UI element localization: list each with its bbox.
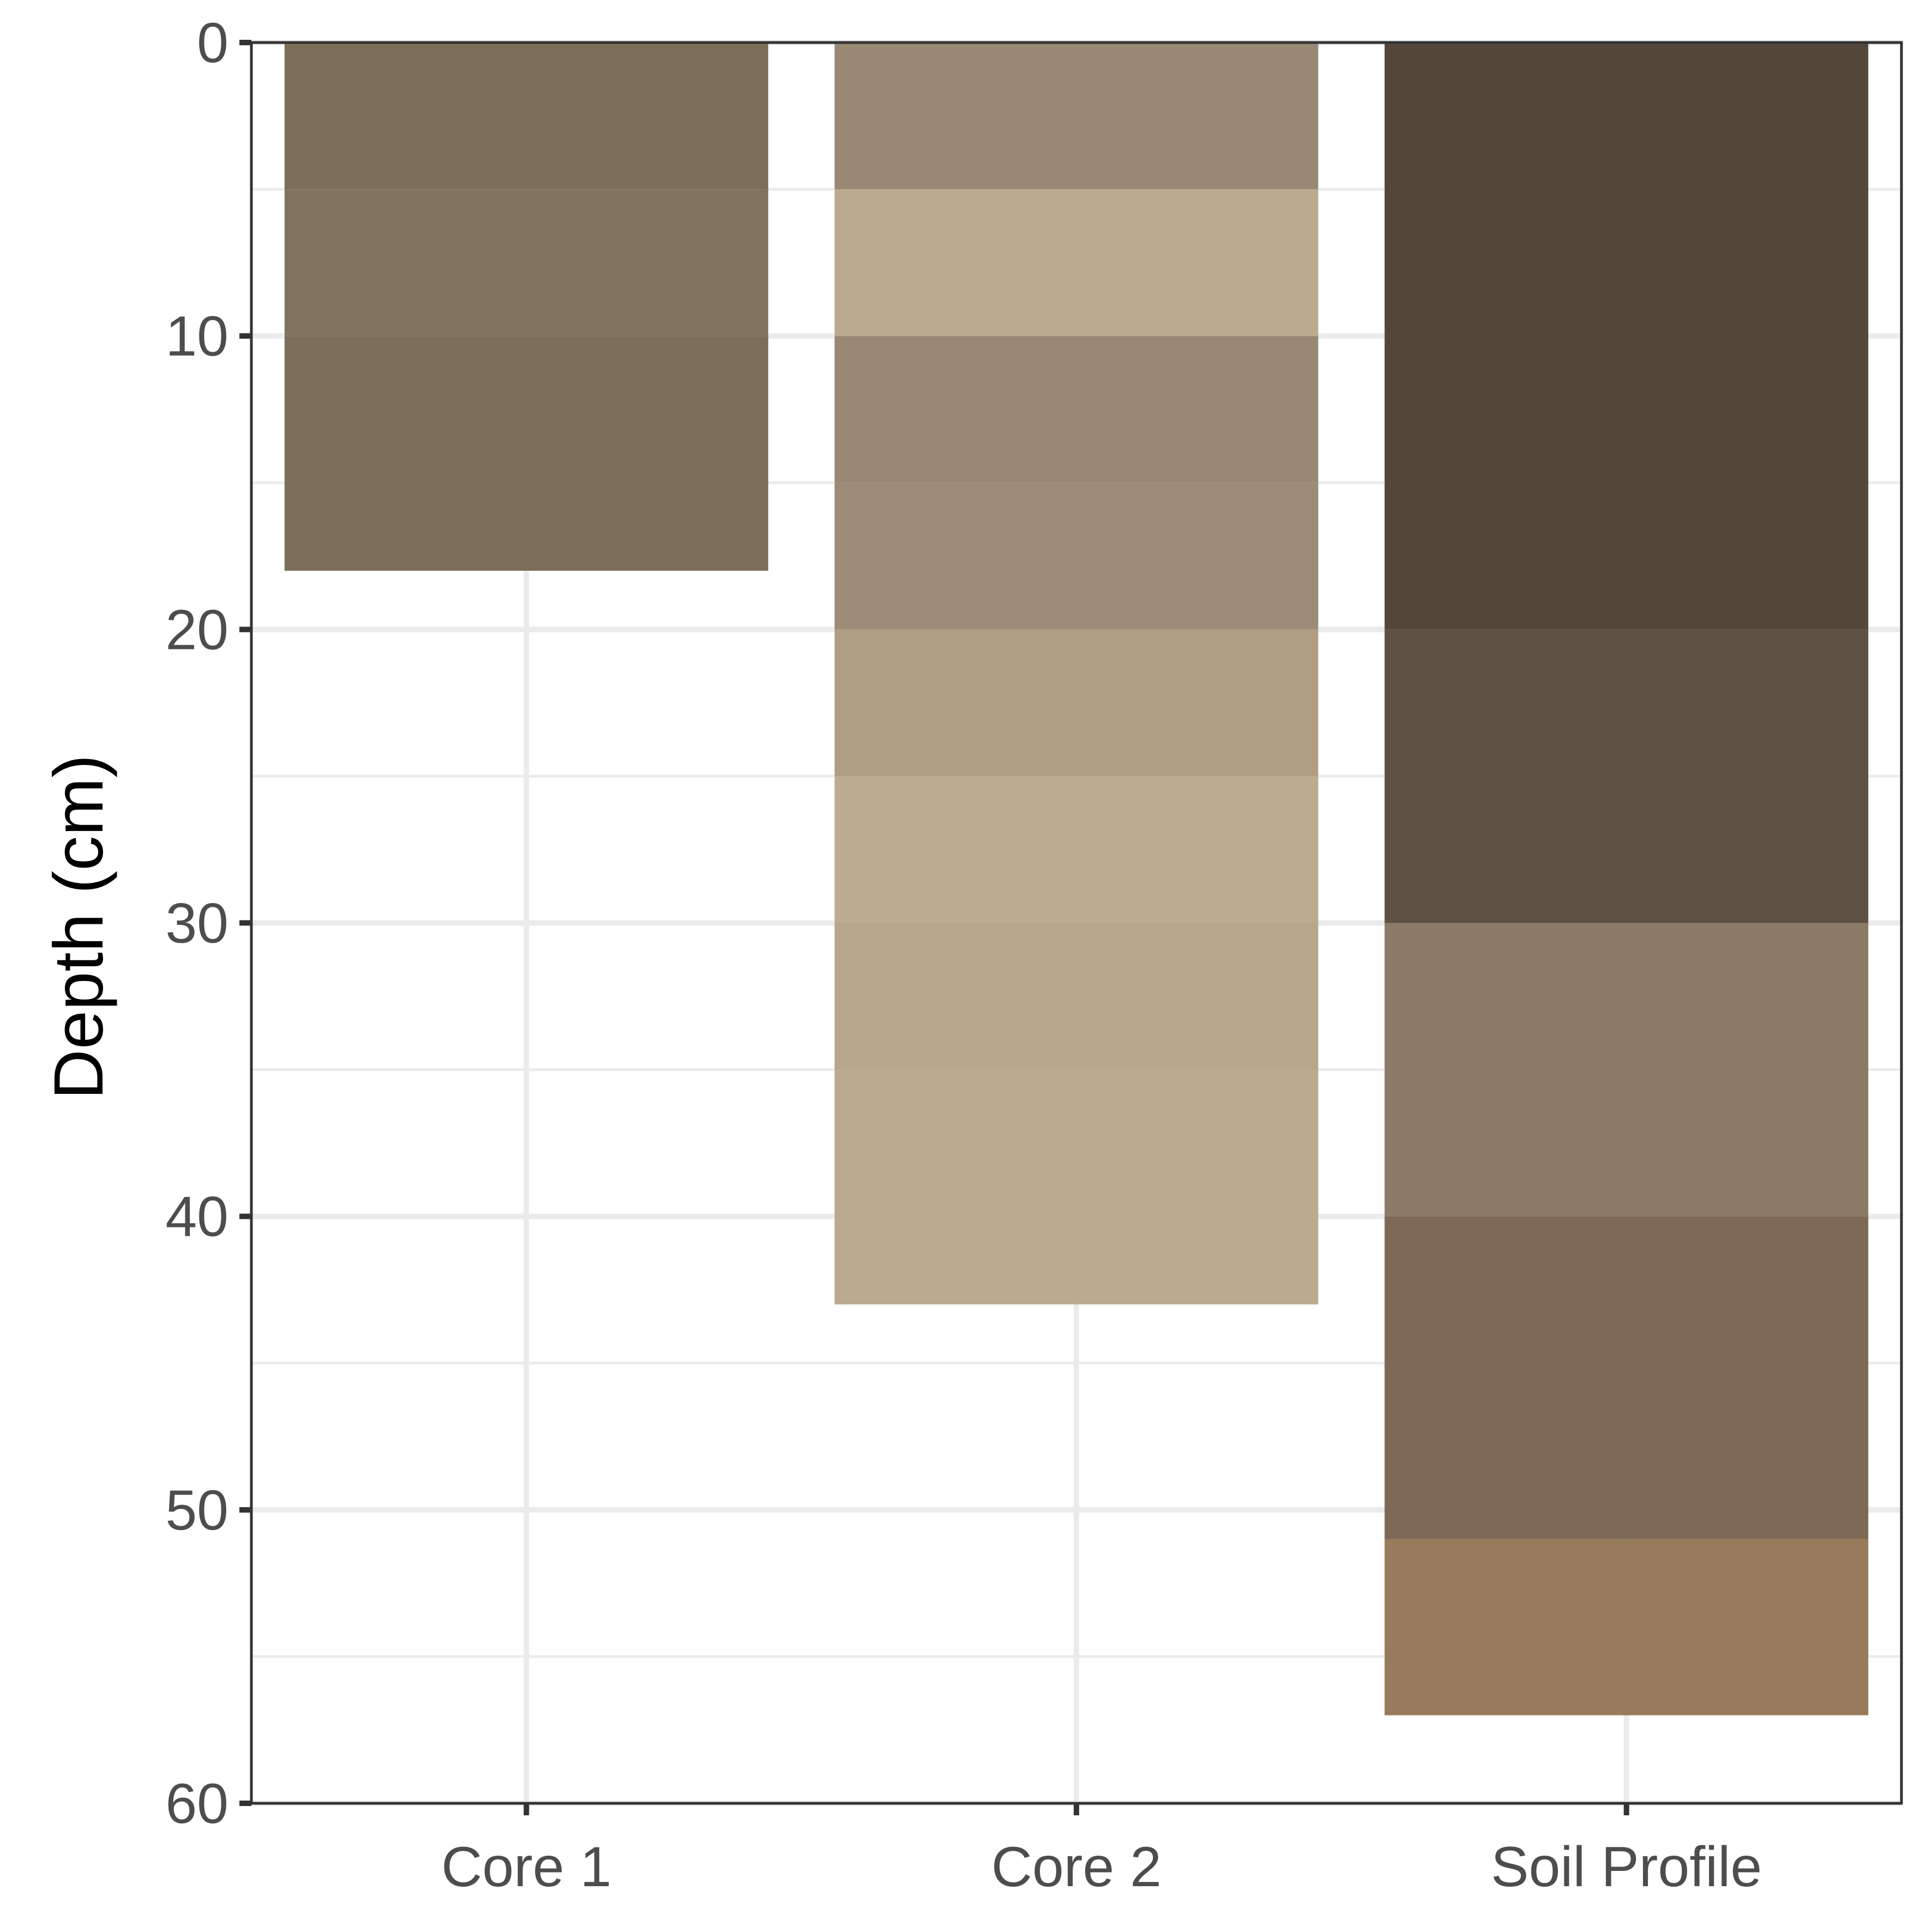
bar-layer — [284, 336, 768, 571]
bar-layer — [834, 483, 1319, 630]
bar-layer — [834, 1069, 1319, 1305]
y-tick-label: 30 — [165, 892, 228, 955]
y-tick-label: 60 — [165, 1772, 228, 1835]
y-tick-label: 20 — [165, 598, 228, 661]
y-axis-title: Depth (cm) — [40, 755, 118, 1100]
y-tick-label: 40 — [165, 1185, 228, 1249]
bar-layer — [834, 43, 1319, 190]
y-tick-label: 50 — [165, 1479, 228, 1542]
x-tick-label: Core 1 — [441, 1835, 611, 1899]
bar-layer — [1385, 1216, 1869, 1539]
bar-layer — [834, 189, 1319, 336]
bar-layer — [834, 776, 1319, 923]
x-tick-label: Soil Profile — [1491, 1835, 1762, 1899]
y-tick-label: 10 — [165, 305, 228, 368]
bar-layer — [834, 923, 1319, 1070]
bar-layer — [284, 189, 768, 336]
bar-layer — [1385, 923, 1869, 1217]
bar-layer — [1385, 43, 1869, 630]
y-tick-label: 0 — [197, 11, 228, 75]
x-tick-label: Core 2 — [991, 1835, 1161, 1899]
axes: 0 10 20 30 40 50 60 Core 1 Core 2 Soil Profile — [165, 11, 1903, 1899]
bar-layer — [834, 629, 1319, 777]
bar-layer — [1385, 629, 1869, 923]
bar-layer — [1385, 1539, 1869, 1716]
bar-layer — [834, 336, 1319, 483]
bars — [284, 43, 1869, 1716]
bar-layer — [284, 43, 768, 190]
